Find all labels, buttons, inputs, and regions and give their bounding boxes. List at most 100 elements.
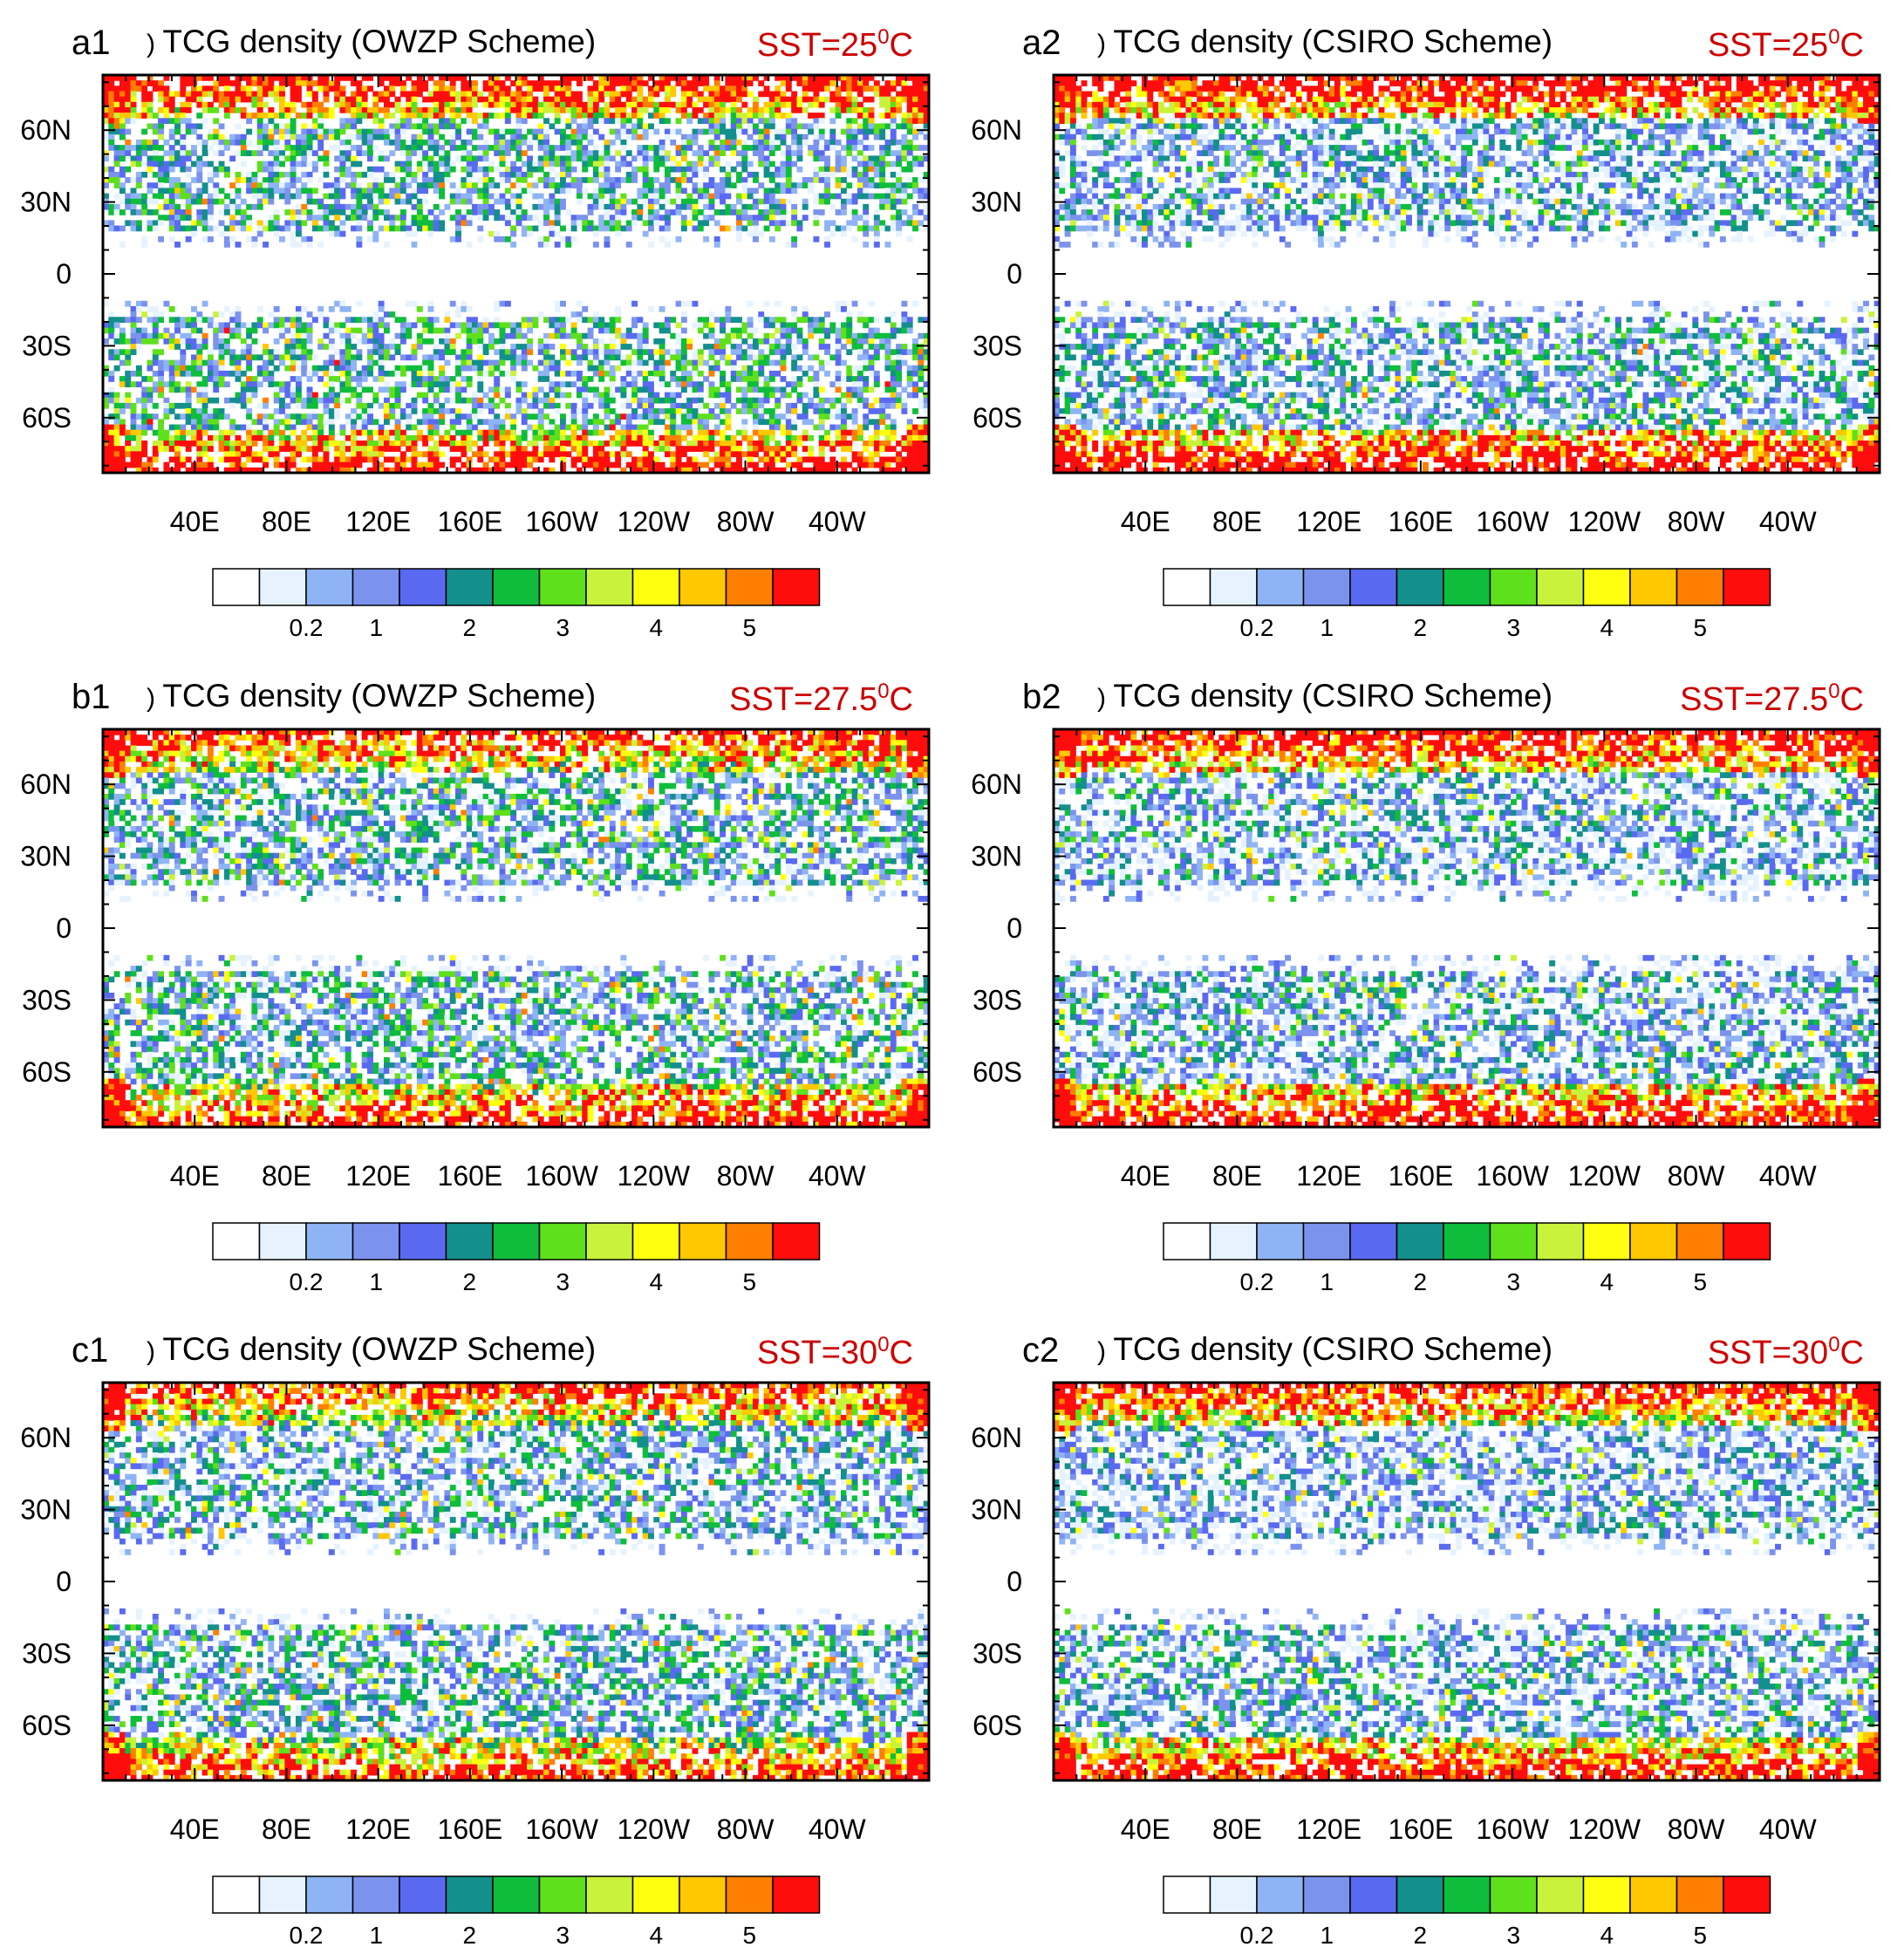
density-cell bbox=[372, 145, 379, 151]
density-cell bbox=[576, 155, 583, 162]
density-cell bbox=[537, 311, 544, 318]
density-cell bbox=[912, 386, 918, 393]
density-cell bbox=[174, 139, 181, 146]
density-cell bbox=[565, 145, 572, 151]
density-cell bbox=[868, 155, 875, 162]
density-cell bbox=[890, 182, 897, 188]
density-cell bbox=[570, 322, 577, 329]
density-cell bbox=[411, 376, 418, 382]
density-cell bbox=[488, 161, 495, 167]
density-cell bbox=[201, 419, 208, 426]
density-cell bbox=[433, 397, 440, 404]
density-cell bbox=[901, 311, 908, 318]
density-cell bbox=[856, 317, 863, 324]
density-cell bbox=[763, 198, 770, 205]
density-cell bbox=[389, 128, 396, 135]
density-cell bbox=[372, 118, 379, 125]
density-cell bbox=[372, 215, 379, 221]
density-cell bbox=[185, 155, 192, 162]
density-cell bbox=[399, 128, 406, 135]
density-cell bbox=[570, 91, 577, 98]
density-cell bbox=[416, 106, 423, 113]
density-cell bbox=[406, 101, 413, 108]
density-cell bbox=[196, 344, 203, 350]
density-cell bbox=[642, 220, 649, 227]
density-cell bbox=[125, 203, 132, 210]
density-cell bbox=[708, 139, 715, 146]
density-cell bbox=[488, 397, 495, 404]
density-cell bbox=[207, 365, 214, 372]
density-cell bbox=[835, 113, 842, 119]
density-cell bbox=[499, 386, 506, 393]
density-cell bbox=[504, 150, 511, 157]
density-cell bbox=[923, 128, 929, 135]
density-cell bbox=[730, 402, 737, 409]
density-cell bbox=[411, 193, 418, 200]
density-cell bbox=[675, 408, 682, 414]
density-cell bbox=[532, 225, 539, 232]
density-cell bbox=[113, 424, 120, 431]
density-cell bbox=[273, 220, 280, 227]
density-cell bbox=[494, 113, 501, 119]
density-cell bbox=[890, 133, 897, 140]
density-cell bbox=[488, 370, 495, 377]
density-cell bbox=[477, 327, 484, 334]
density-cell bbox=[775, 317, 781, 324]
density-cell bbox=[290, 133, 297, 140]
density-cell bbox=[263, 413, 269, 420]
density-cell bbox=[229, 349, 236, 356]
density-cell bbox=[504, 96, 511, 103]
density-cell bbox=[730, 133, 737, 140]
density-cell bbox=[747, 327, 754, 334]
density-cell bbox=[367, 166, 373, 173]
density-cell bbox=[856, 338, 863, 345]
density-cell bbox=[372, 236, 379, 243]
density-cell bbox=[642, 101, 649, 108]
density-cell bbox=[560, 203, 566, 210]
density-cell bbox=[725, 161, 732, 167]
density-cell bbox=[741, 365, 748, 372]
density-cell bbox=[411, 397, 418, 404]
density-cell bbox=[185, 106, 192, 113]
density-cell bbox=[256, 203, 263, 210]
density-cell bbox=[449, 419, 456, 426]
density-cell bbox=[785, 80, 792, 86]
density-cell bbox=[378, 225, 385, 232]
density-cell bbox=[207, 177, 214, 183]
density-cell bbox=[235, 332, 242, 339]
density-cell bbox=[873, 332, 880, 339]
density-cell bbox=[158, 133, 165, 140]
density-cell bbox=[625, 344, 632, 350]
density-cell bbox=[637, 215, 644, 221]
density-cell bbox=[119, 96, 126, 103]
density-cell bbox=[747, 322, 754, 329]
density-cell bbox=[130, 101, 137, 108]
density-cell bbox=[422, 85, 429, 92]
density-cell bbox=[835, 305, 842, 312]
density-cell bbox=[813, 381, 820, 387]
density-cell bbox=[741, 166, 748, 173]
density-cell bbox=[130, 305, 137, 312]
density-cell bbox=[163, 332, 170, 339]
density-cell bbox=[565, 424, 572, 431]
density-cell bbox=[168, 344, 175, 350]
density-cell bbox=[515, 133, 522, 140]
density-cell bbox=[890, 101, 897, 108]
density-cell bbox=[576, 177, 583, 183]
density-cell bbox=[818, 386, 825, 393]
density-cell bbox=[273, 171, 280, 178]
density-cell bbox=[824, 359, 830, 366]
density-cell bbox=[802, 96, 809, 103]
density-cell bbox=[389, 80, 396, 86]
density-cell bbox=[515, 139, 522, 146]
density-cell bbox=[378, 317, 385, 324]
density-cell bbox=[246, 392, 253, 399]
density-cell bbox=[461, 150, 467, 157]
density-cell bbox=[851, 419, 858, 426]
density-cell bbox=[802, 392, 809, 399]
density-cell bbox=[664, 85, 671, 92]
density-cell bbox=[879, 408, 886, 414]
density-cell bbox=[768, 408, 775, 414]
density-cell bbox=[119, 166, 126, 173]
density-cell bbox=[763, 209, 770, 215]
